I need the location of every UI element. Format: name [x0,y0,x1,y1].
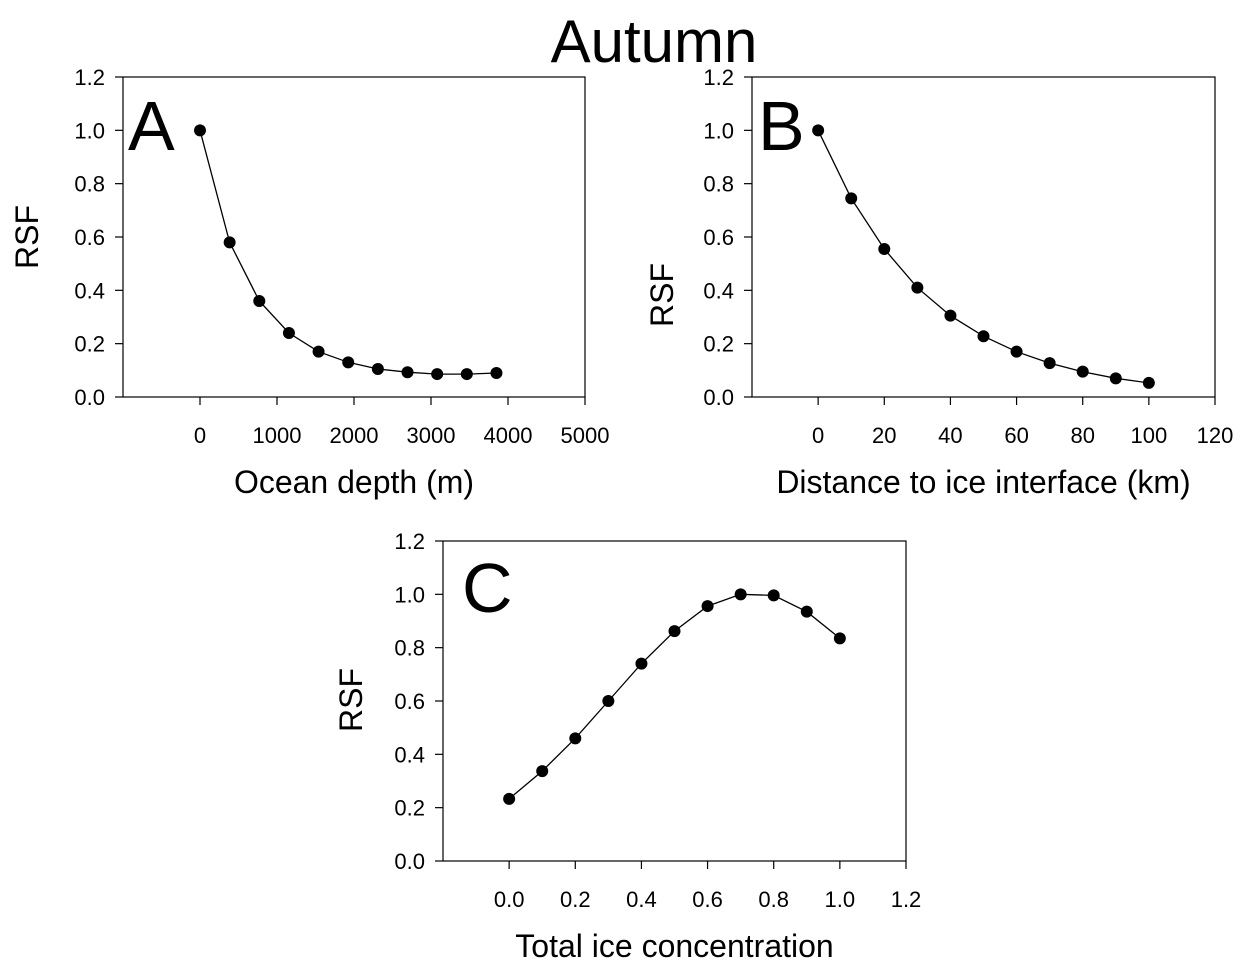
data-point [701,600,714,613]
y-tick-label: 0.0 [394,849,425,874]
y-tick-label: 0.0 [74,385,105,410]
data-point [1076,365,1089,378]
x-tick-label: 20 [872,423,896,448]
x-tick-label: 0.2 [560,887,591,912]
y-tick-label: 0.4 [703,278,734,303]
x-tick-label: 4000 [484,423,533,448]
data-point [503,792,516,805]
data-point [800,605,813,618]
data-point [944,309,957,322]
y-axis-label: RSF [9,205,45,269]
x-tick-label: 0.6 [692,887,723,912]
x-tick-label: 2000 [330,423,379,448]
figure-title: Autumn [551,8,758,75]
x-tick-label: 80 [1070,423,1094,448]
series-line [817,130,1149,384]
data-point [1109,372,1122,385]
data-point [734,588,747,601]
data-point [668,625,681,638]
y-tick-label: 0.8 [74,172,105,197]
data-point [977,330,990,343]
x-tick-label: 0 [812,423,824,448]
panel-letter: A [128,87,175,165]
y-tick-label: 0.6 [703,225,734,250]
x-tick-label: 5000 [561,423,610,448]
data-point [371,363,384,375]
data-point [194,124,206,137]
y-tick-label: 1.0 [703,118,734,143]
data-point [767,589,780,602]
series-line [508,593,841,800]
plot-frame [122,76,586,398]
y-tick-label: 0.2 [74,332,105,357]
x-tick-label: 0 [194,423,206,448]
panel-letter: B [758,87,805,165]
x-axis-label: Total ice concentration [515,928,833,964]
panel-b: 0 20 40 60 80 100 120 0.0 0.2 0.4 0.6 0.8 1.0 1.2 Dist… [644,65,1233,500]
x-axis-label: Distance to ice interface (km) [776,464,1190,500]
data-point [342,356,355,369]
x-tick-label: 120 [1197,423,1234,448]
y-axis-label: RSF [333,668,369,732]
y-tick-label: 1.2 [394,529,425,554]
x-tick-label: 60 [1004,423,1028,448]
y-tick-label: 1.0 [74,118,105,143]
y-axis-label: RSF [644,263,680,327]
panel-letter: C [462,549,513,627]
data-point [536,765,549,778]
x-tick-label: 0.8 [758,887,789,912]
y-tick-label: 0.4 [394,742,425,767]
data-point [460,368,473,381]
y-tick-label: 1.2 [703,65,734,90]
data-point [878,243,891,255]
x-axis-label: Ocean depth (m) [234,464,474,500]
x-tick-label: 1.0 [825,887,856,912]
data-point [490,367,503,379]
data-point [569,732,582,745]
data-point [1043,357,1056,370]
y-tick-label: 0.4 [74,278,105,303]
data-point [223,236,236,249]
y-tick-label: 1.2 [74,65,105,90]
y-tick-label: 0.6 [394,689,425,714]
x-tick-label: 40 [938,423,962,448]
data-point [1010,345,1023,358]
y-tick-label: 0.6 [74,225,105,250]
x-tick-label: 3000 [407,423,456,448]
x-tick-label: 1000 [253,423,302,448]
y-tick-label: 0.2 [394,796,425,821]
y-tick-label: 0.0 [703,385,734,410]
data-point [1142,376,1155,389]
data-point [312,345,325,358]
plot-frame [751,76,1216,398]
series-line [199,130,497,375]
data-point [253,295,266,307]
data-point [911,281,924,294]
data-point [812,124,825,137]
y-tick-label: 1.0 [394,582,425,607]
data-point [401,366,414,379]
x-tick-label: 100 [1130,423,1167,448]
data-point [602,695,615,707]
x-tick-label: 0.0 [494,887,525,912]
y-tick-label: 0.8 [703,172,734,197]
panel-c: 0.0 0.2 0.4 0.6 0.8 1.0 1.2 0.0 0.2 0.4 0.6 0.8 1.0 1… [333,529,921,964]
data-point [282,327,295,339]
data-point [635,657,648,670]
panel-a: 0 1000 2000 3000 4000 5000 0.0 0.2 0.4 0.6 0.8 1.0 1… [9,65,609,500]
y-tick-label: 0.2 [703,332,734,357]
data-point [833,632,846,645]
x-tick-label: 0.4 [626,887,657,912]
data-point [431,368,444,381]
x-tick-label: 1.2 [891,887,922,912]
data-point [845,192,858,205]
y-tick-label: 0.8 [394,636,425,661]
